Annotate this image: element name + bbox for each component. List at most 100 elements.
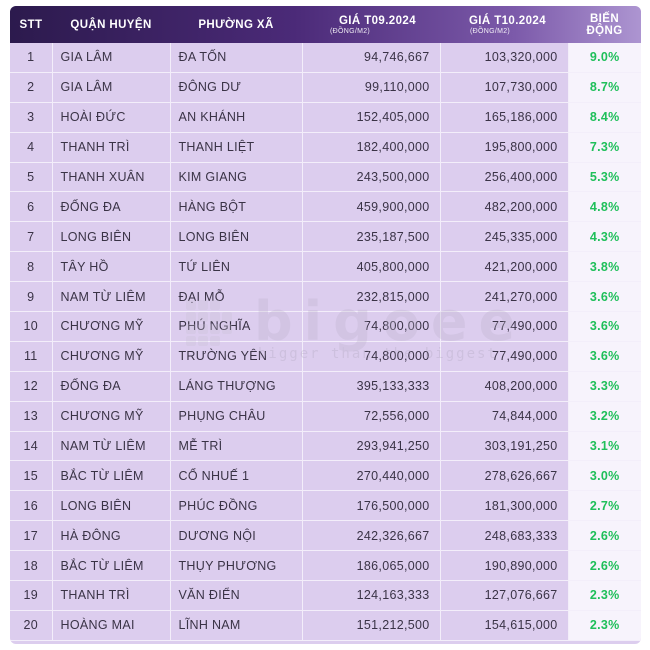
header-ward: PHƯỜNG XÃ <box>198 18 274 31</box>
cell-district: HOÀI ĐỨC <box>52 102 171 133</box>
cell-price-sep: 232,815,000 <box>302 281 441 313</box>
cell-ward: TỨ LIÊN <box>170 251 303 283</box>
cell-stt: 20 <box>10 610 53 641</box>
cell-change: 3.3% <box>568 371 641 402</box>
cell-district: HÀ ĐÔNG <box>52 520 171 552</box>
cell-price-oct: 74,844,000 <box>440 401 569 432</box>
cell-stt: 5 <box>10 162 53 193</box>
cell-stt: 17 <box>10 520 53 552</box>
table-body: 1 GIA LÂM ĐA TỐN 94,746,667 103,320,000 9.0% 2… <box>10 43 641 641</box>
cell-price-sep: 405,800,000 <box>302 251 441 283</box>
cell-stt: 16 <box>10 490 53 522</box>
table-row: 9 NAM TỪ LIÊM ĐẠI MỖ 232,815,000 241,270,000… <box>10 281 641 313</box>
table-row: 4 THANH TRÌ THANH LIỆT 182,400,000 195,800,0… <box>10 132 641 163</box>
cell-price-oct: 77,490,000 <box>440 311 569 342</box>
cell-district: ĐỐNG ĐA <box>52 191 171 223</box>
cell-stt: 10 <box>10 311 53 342</box>
cell-price-oct: 181,300,000 <box>440 490 569 522</box>
cell-price-oct: 107,730,000 <box>440 72 569 103</box>
cell-ward: KIM GIANG <box>170 162 303 193</box>
cell-stt: 1 <box>10 43 53 73</box>
cell-stt: 19 <box>10 580 53 611</box>
cell-stt: 2 <box>10 72 53 103</box>
header-price-sep: GIÁ T09.2024 (ĐỒNG/M2) <box>302 6 440 43</box>
cell-ward: LONG BIÊN <box>170 221 303 253</box>
cell-district: ĐỐNG ĐA <box>52 371 171 402</box>
cell-change: 2.6% <box>568 550 641 582</box>
cell-district: CHƯƠNG MỸ <box>52 401 171 432</box>
cell-ward: HÀNG BỘT <box>170 191 303 223</box>
cell-ward: ĐA TỐN <box>170 43 303 73</box>
table-header-row: STT QUẬN HUYỆN PHƯỜNG XÃ GIÁ T09.2024 (Đ… <box>10 6 641 43</box>
cell-district: BẮC TỪ LIÊM <box>52 460 171 492</box>
table-row: 7 LONG BIÊN LONG BIÊN 235,187,500 245,335,00… <box>10 221 641 253</box>
cell-price-oct: 241,270,000 <box>440 281 569 313</box>
cell-ward: PHỤNG CHÂU <box>170 401 303 432</box>
header-price-oct-label: GIÁ T10.2024 <box>468 14 546 27</box>
table-row: 10 CHƯƠNG MỸ PHÚ NGHĨA 74,800,000 77,490,000… <box>10 311 641 342</box>
cell-ward: ĐÔNG DƯ <box>170 72 303 103</box>
cell-price-sep: 94,746,667 <box>302 43 441 73</box>
cell-ward: PHÚ NGHĨA <box>170 311 303 342</box>
cell-district: NAM TỪ LIÊM <box>52 431 171 462</box>
cell-price-oct: 103,320,000 <box>440 43 569 73</box>
table-row: 16 LONG BIÊN PHÚC ĐỒNG 176,500,000 181,300,0… <box>10 490 641 522</box>
table-row: 3 HOÀI ĐỨC AN KHÁNH 152,405,000 165,186,000 8… <box>10 102 641 133</box>
cell-price-sep: 459,900,000 <box>302 191 441 223</box>
cell-change: 3.6% <box>568 281 641 313</box>
cell-price-oct: 195,800,000 <box>440 132 569 163</box>
cell-ward: VĂN ĐIỂN <box>170 580 303 611</box>
cell-stt: 13 <box>10 401 53 432</box>
table-row: 8 TÂY HỒ TỨ LIÊN 405,800,000 421,200,000 3.8% <box>10 251 641 283</box>
header-price-oct: GIÁ T10.2024 (ĐỒNG/M2) <box>440 6 568 43</box>
cell-price-oct: 248,683,333 <box>440 520 569 552</box>
table-row: 12 ĐỐNG ĐA LÁNG THƯỢNG 395,133,333 408,200,0… <box>10 371 641 402</box>
table-row: 15 BẮC TỪ LIÊM CỔ NHUẾ 1 270,440,000 278,626… <box>10 460 641 492</box>
cell-change: 3.2% <box>568 401 641 432</box>
cell-change: 3.8% <box>568 251 641 283</box>
cell-price-sep: 293,941,250 <box>302 431 441 462</box>
table-row: 20 HOÀNG MAI LĨNH NAM 151,212,500 154,615,00… <box>10 610 641 641</box>
cell-price-sep: 74,800,000 <box>302 311 441 342</box>
table-row: 17 HÀ ĐÔNG DƯƠNG NỘI 242,326,667 248,683,333… <box>10 520 641 552</box>
cell-stt: 11 <box>10 341 53 372</box>
header-district: QUẬN HUYỆN <box>70 18 152 31</box>
header-price-oct-unit: (ĐỒNG/M2) <box>470 27 511 35</box>
cell-price-oct: 154,615,000 <box>440 610 569 641</box>
cell-district: LONG BIÊN <box>52 490 171 522</box>
table-row: 1 GIA LÂM ĐA TỐN 94,746,667 103,320,000 9.0% <box>10 43 641 73</box>
cell-ward: MỄ TRÌ <box>170 431 303 462</box>
cell-ward: LĨNH NAM <box>170 610 303 641</box>
cell-district: LONG BIÊN <box>52 221 171 253</box>
cell-ward: ĐẠI MỖ <box>170 281 303 313</box>
cell-stt: 14 <box>10 431 53 462</box>
cell-price-oct: 278,626,667 <box>440 460 569 492</box>
header-change: BIẾN ĐỘNG <box>586 12 623 37</box>
cell-price-sep: 270,440,000 <box>302 460 441 492</box>
cell-district: THANH TRÌ <box>52 580 171 611</box>
cell-change: 3.0% <box>568 460 641 492</box>
cell-stt: 6 <box>10 191 53 223</box>
cell-price-sep: 99,110,000 <box>302 72 441 103</box>
cell-change: 4.8% <box>568 191 641 223</box>
cell-change: 2.3% <box>568 610 641 641</box>
cell-district: TÂY HỒ <box>52 251 171 283</box>
table-row: 6 ĐỐNG ĐA HÀNG BỘT 459,900,000 482,200,000 4.… <box>10 191 641 223</box>
cell-price-oct: 77,490,000 <box>440 341 569 372</box>
cell-district: CHƯƠNG MỸ <box>52 341 171 372</box>
table-row: 19 THANH TRÌ VĂN ĐIỂN 124,163,333 127,076,66… <box>10 580 641 611</box>
cell-price-sep: 395,133,333 <box>302 371 441 402</box>
cell-change: 8.7% <box>568 72 641 103</box>
cell-change: 2.6% <box>568 520 641 552</box>
cell-price-sep: 182,400,000 <box>302 132 441 163</box>
cell-price-oct: 165,186,000 <box>440 102 569 133</box>
cell-price-sep: 72,556,000 <box>302 401 441 432</box>
header-price-sep-unit: (ĐỒNG/M2) <box>330 27 371 35</box>
cell-change: 3.1% <box>568 431 641 462</box>
cell-change: 9.0% <box>568 43 641 73</box>
cell-price-oct: 190,890,000 <box>440 550 569 582</box>
cell-stt: 18 <box>10 550 53 582</box>
table-row: 2 GIA LÂM ĐÔNG DƯ 99,110,000 107,730,000 8.7% <box>10 72 641 103</box>
cell-change: 7.3% <box>568 132 641 163</box>
cell-change: 5.3% <box>568 162 641 193</box>
